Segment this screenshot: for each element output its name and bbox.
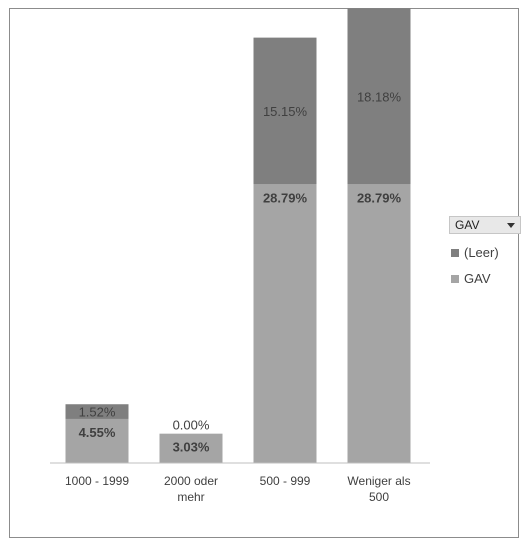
bar-leer-3[interactable] xyxy=(347,8,411,185)
data-label-gav-2: 28.79% xyxy=(263,190,308,205)
data-label-gav-1: 3.03% xyxy=(173,440,210,455)
legend-label-leer: (Leer) xyxy=(464,245,499,260)
data-label-leer-3: 18.18% xyxy=(357,89,402,104)
x-tick-label-3-0: Weniger als xyxy=(347,474,410,488)
x-tick-label-0-0: 1000 - 1999 xyxy=(65,474,129,488)
bar-leer-0[interactable] xyxy=(65,404,129,419)
legend-label-gav: GAV xyxy=(464,271,491,286)
x-tick-labels-layer: 1000 - 1999 2000 oder mehr 500 - 999 Weniger… xyxy=(65,474,411,504)
bar-gav-0[interactable] xyxy=(65,418,129,463)
legend-filter-label: GAV xyxy=(455,218,480,232)
legend-item-gav[interactable]: GAV xyxy=(449,271,521,286)
bar-gav-3[interactable] xyxy=(347,184,411,463)
data-label-gav-0: 4.55% xyxy=(79,425,116,440)
x-tick-label-1-0: 2000 oder xyxy=(164,474,218,488)
data-label-gav-3: 28.79% xyxy=(357,190,402,205)
legend-swatch-leer xyxy=(451,248,459,257)
legend: GAV (Leer) GAV xyxy=(449,216,521,286)
bars-layer xyxy=(65,8,411,463)
legend-swatch-gav xyxy=(451,274,459,283)
bar-leer-2[interactable] xyxy=(253,37,317,185)
x-tick-label-3-1: 500 xyxy=(369,490,389,504)
bar-gav-2[interactable] xyxy=(253,184,317,463)
chevron-down-icon xyxy=(507,222,515,228)
data-labels-layer: 4.55% 1.52% 3.03% 0.00% 28.79% 15.15% 28.79% 18… xyxy=(79,89,402,454)
data-label-leer-2: 15.15% xyxy=(263,104,308,119)
bar-gav-1[interactable] xyxy=(159,433,223,463)
legend-filter-button[interactable]: GAV xyxy=(449,216,521,234)
data-label-leer-1: 0.00% xyxy=(173,418,210,433)
legend-item-leer[interactable]: (Leer) xyxy=(449,245,521,260)
x-tick-label-1-1: mehr xyxy=(177,490,204,504)
data-label-leer-0: 1.52% xyxy=(79,405,116,420)
x-tick-label-2-0: 500 - 999 xyxy=(260,474,311,488)
